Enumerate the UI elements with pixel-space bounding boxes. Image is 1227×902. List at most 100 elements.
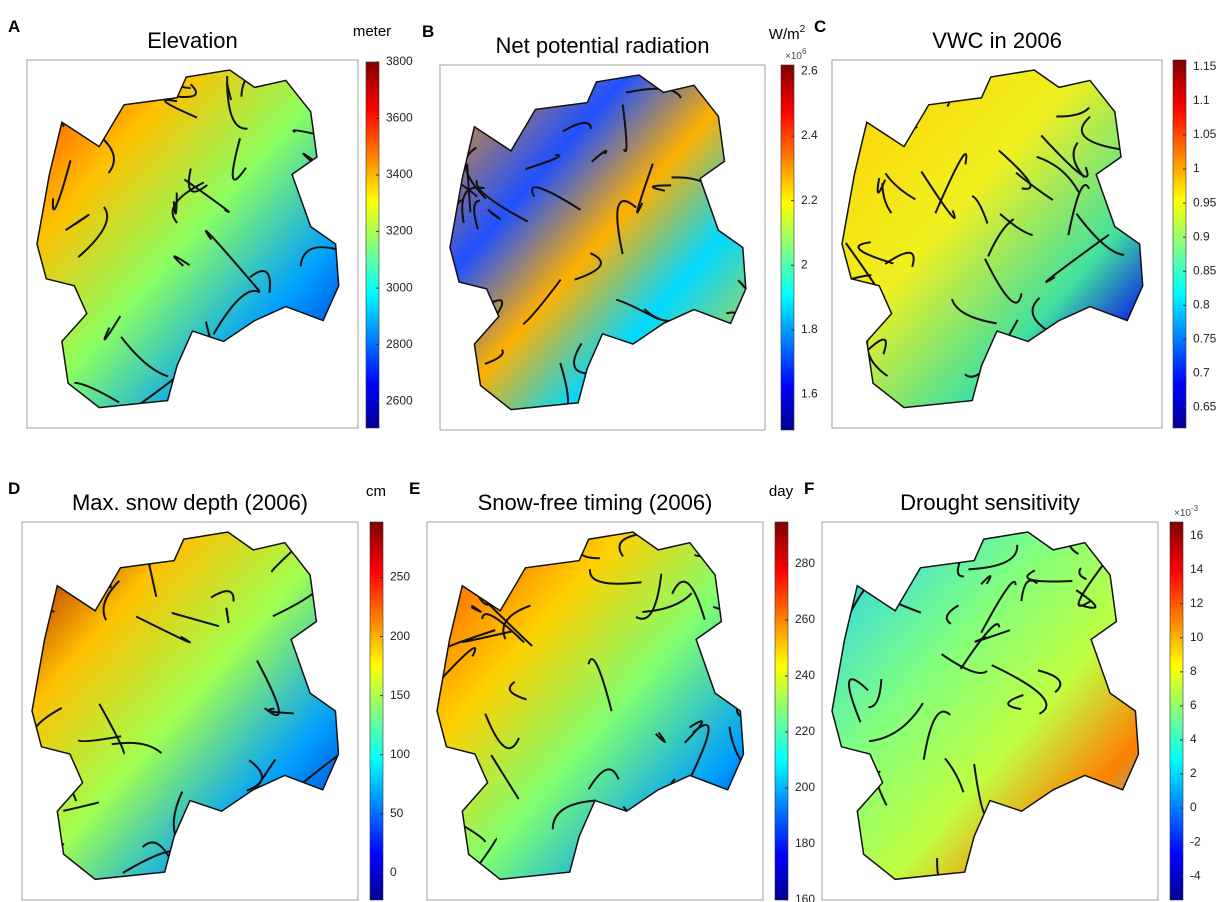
colorbar-tick-label: 220 — [795, 724, 815, 738]
subbasin-boundary — [940, 653, 988, 674]
colorbar-tick-label: 2600 — [386, 393, 413, 407]
subbasin-boundary — [1080, 115, 1125, 151]
subbasin-boundary — [737, 279, 746, 294]
subbasin-boundary — [1132, 70, 1143, 125]
map-frame — [426, 521, 764, 901]
subbasin-boundary — [998, 149, 1032, 190]
colorbar-unit: meter — [353, 23, 391, 40]
subbasin-boundary — [551, 799, 597, 830]
subbasin-boundary — [616, 200, 637, 255]
panel-title: Drought sensitivity — [900, 490, 1080, 515]
colorbar-tick-label: 6 — [1190, 698, 1197, 712]
basin-outline — [831, 531, 1140, 881]
subbasin-boundary — [173, 255, 191, 267]
subbasin-boundary — [77, 206, 109, 258]
subbasin-boundary — [454, 532, 504, 572]
colorbar-tick-label: 2 — [1190, 766, 1197, 780]
subbasin-boundary — [621, 104, 628, 153]
subbasin-boundary — [464, 146, 487, 200]
panel-title: Elevation — [147, 28, 238, 53]
subbasin-boundary — [51, 160, 72, 211]
subbasin-boundary — [868, 679, 883, 709]
colorbar-tick-label: 3800 — [386, 54, 413, 68]
subbasin-boundary — [437, 646, 477, 699]
subbasin-boundary — [477, 542, 499, 606]
unit-superscript: 2 — [800, 24, 806, 35]
subbasin-boundary — [450, 407, 454, 410]
colorbar-tick-label: 0.65 — [1193, 400, 1217, 414]
subbasin-boundary — [920, 170, 956, 219]
colorbar-unit: W/m2 — [769, 24, 806, 43]
colorbar-tick-label: 1.1 — [1193, 93, 1210, 107]
subbasin-boundary — [461, 186, 485, 224]
subbasin-boundary — [589, 569, 642, 585]
subbasin-boundary — [330, 542, 339, 597]
subbasin-boundary — [311, 843, 339, 880]
subbasin-boundary — [487, 208, 501, 220]
subbasin-boundary — [1015, 172, 1054, 201]
subbasin-boundary — [591, 149, 608, 163]
subbasin-boundary — [1095, 796, 1139, 822]
colorbar-tick-label: 180 — [795, 836, 815, 850]
subbasin-boundary — [1135, 122, 1143, 179]
subbasin-boundary — [1134, 357, 1143, 382]
subbasin-boundary — [882, 70, 902, 82]
subbasin-boundary — [508, 680, 527, 701]
subbasin-boundary — [1075, 213, 1125, 256]
multiplier-base: ×10 — [1174, 508, 1191, 519]
basin-map — [450, 75, 746, 410]
subbasin-boundary — [490, 754, 520, 800]
subbasin-boundary — [1036, 155, 1080, 193]
subbasin-boundary — [998, 375, 1053, 401]
subbasin-boundary — [226, 76, 248, 130]
subbasin-boundary — [1026, 569, 1073, 583]
subbasin-boundary — [1045, 233, 1110, 283]
colorbar-tick-label: 0.7 — [1193, 366, 1210, 380]
subbasin-boundary — [172, 192, 178, 215]
colorbar-tick-label: 2.4 — [801, 128, 818, 142]
colorbar-tick-label: 0 — [390, 865, 397, 879]
subbasin-boundary — [473, 199, 481, 230]
unit-text: day — [769, 483, 794, 500]
subbasin-boundary — [225, 867, 272, 880]
subbasin-boundary — [102, 580, 120, 621]
basin-outline — [36, 69, 340, 409]
subbasin-boundary — [37, 194, 41, 250]
subbasin-boundary — [711, 75, 726, 112]
subbasin-boundary — [37, 332, 41, 381]
colorbar-tick-label: 2 — [801, 257, 808, 271]
subbasin-boundary — [884, 172, 916, 201]
subbasin-boundary — [718, 391, 746, 410]
subbasin-boundary — [1067, 532, 1125, 555]
subbasin-boundary — [466, 163, 472, 213]
unit-text: W/m — [769, 26, 800, 43]
subbasin-boundary — [37, 373, 64, 408]
subbasin-boundary — [256, 660, 280, 716]
subbasin-boundary — [833, 757, 872, 778]
subbasin-boundary — [280, 388, 298, 408]
panel-title: VWC in 2006 — [932, 28, 1062, 53]
subbasin-boundary — [987, 218, 1015, 257]
subbasin-boundary — [869, 702, 924, 743]
subbasin-boundary — [1054, 884, 1097, 902]
subbasin-boundary — [448, 539, 472, 590]
subbasin-boundary — [341, 663, 350, 701]
subbasin-boundary — [1040, 134, 1089, 178]
subbasin-boundary — [848, 678, 869, 723]
colorbar-tick-label: 150 — [390, 688, 410, 702]
subbasin-boundary — [999, 213, 1033, 237]
colorbar-tick-label: 0.9 — [1193, 229, 1210, 243]
subbasin-boundary — [164, 99, 198, 119]
subbasin-boundary — [1116, 643, 1139, 671]
colorbar-tick-label: -4 — [1190, 868, 1201, 882]
subbasin-boundary — [437, 532, 464, 546]
subbasin-boundary — [462, 630, 514, 643]
subbasin-boundary — [135, 615, 191, 644]
colorbar-tick-label: 10 — [1190, 630, 1204, 644]
colorbar-tick-label: 1 — [1193, 161, 1200, 175]
subbasin-boundary — [111, 741, 163, 754]
subbasin-boundary — [98, 703, 125, 755]
subbasin-boundary — [484, 348, 504, 365]
subbasin-boundary — [32, 592, 55, 613]
